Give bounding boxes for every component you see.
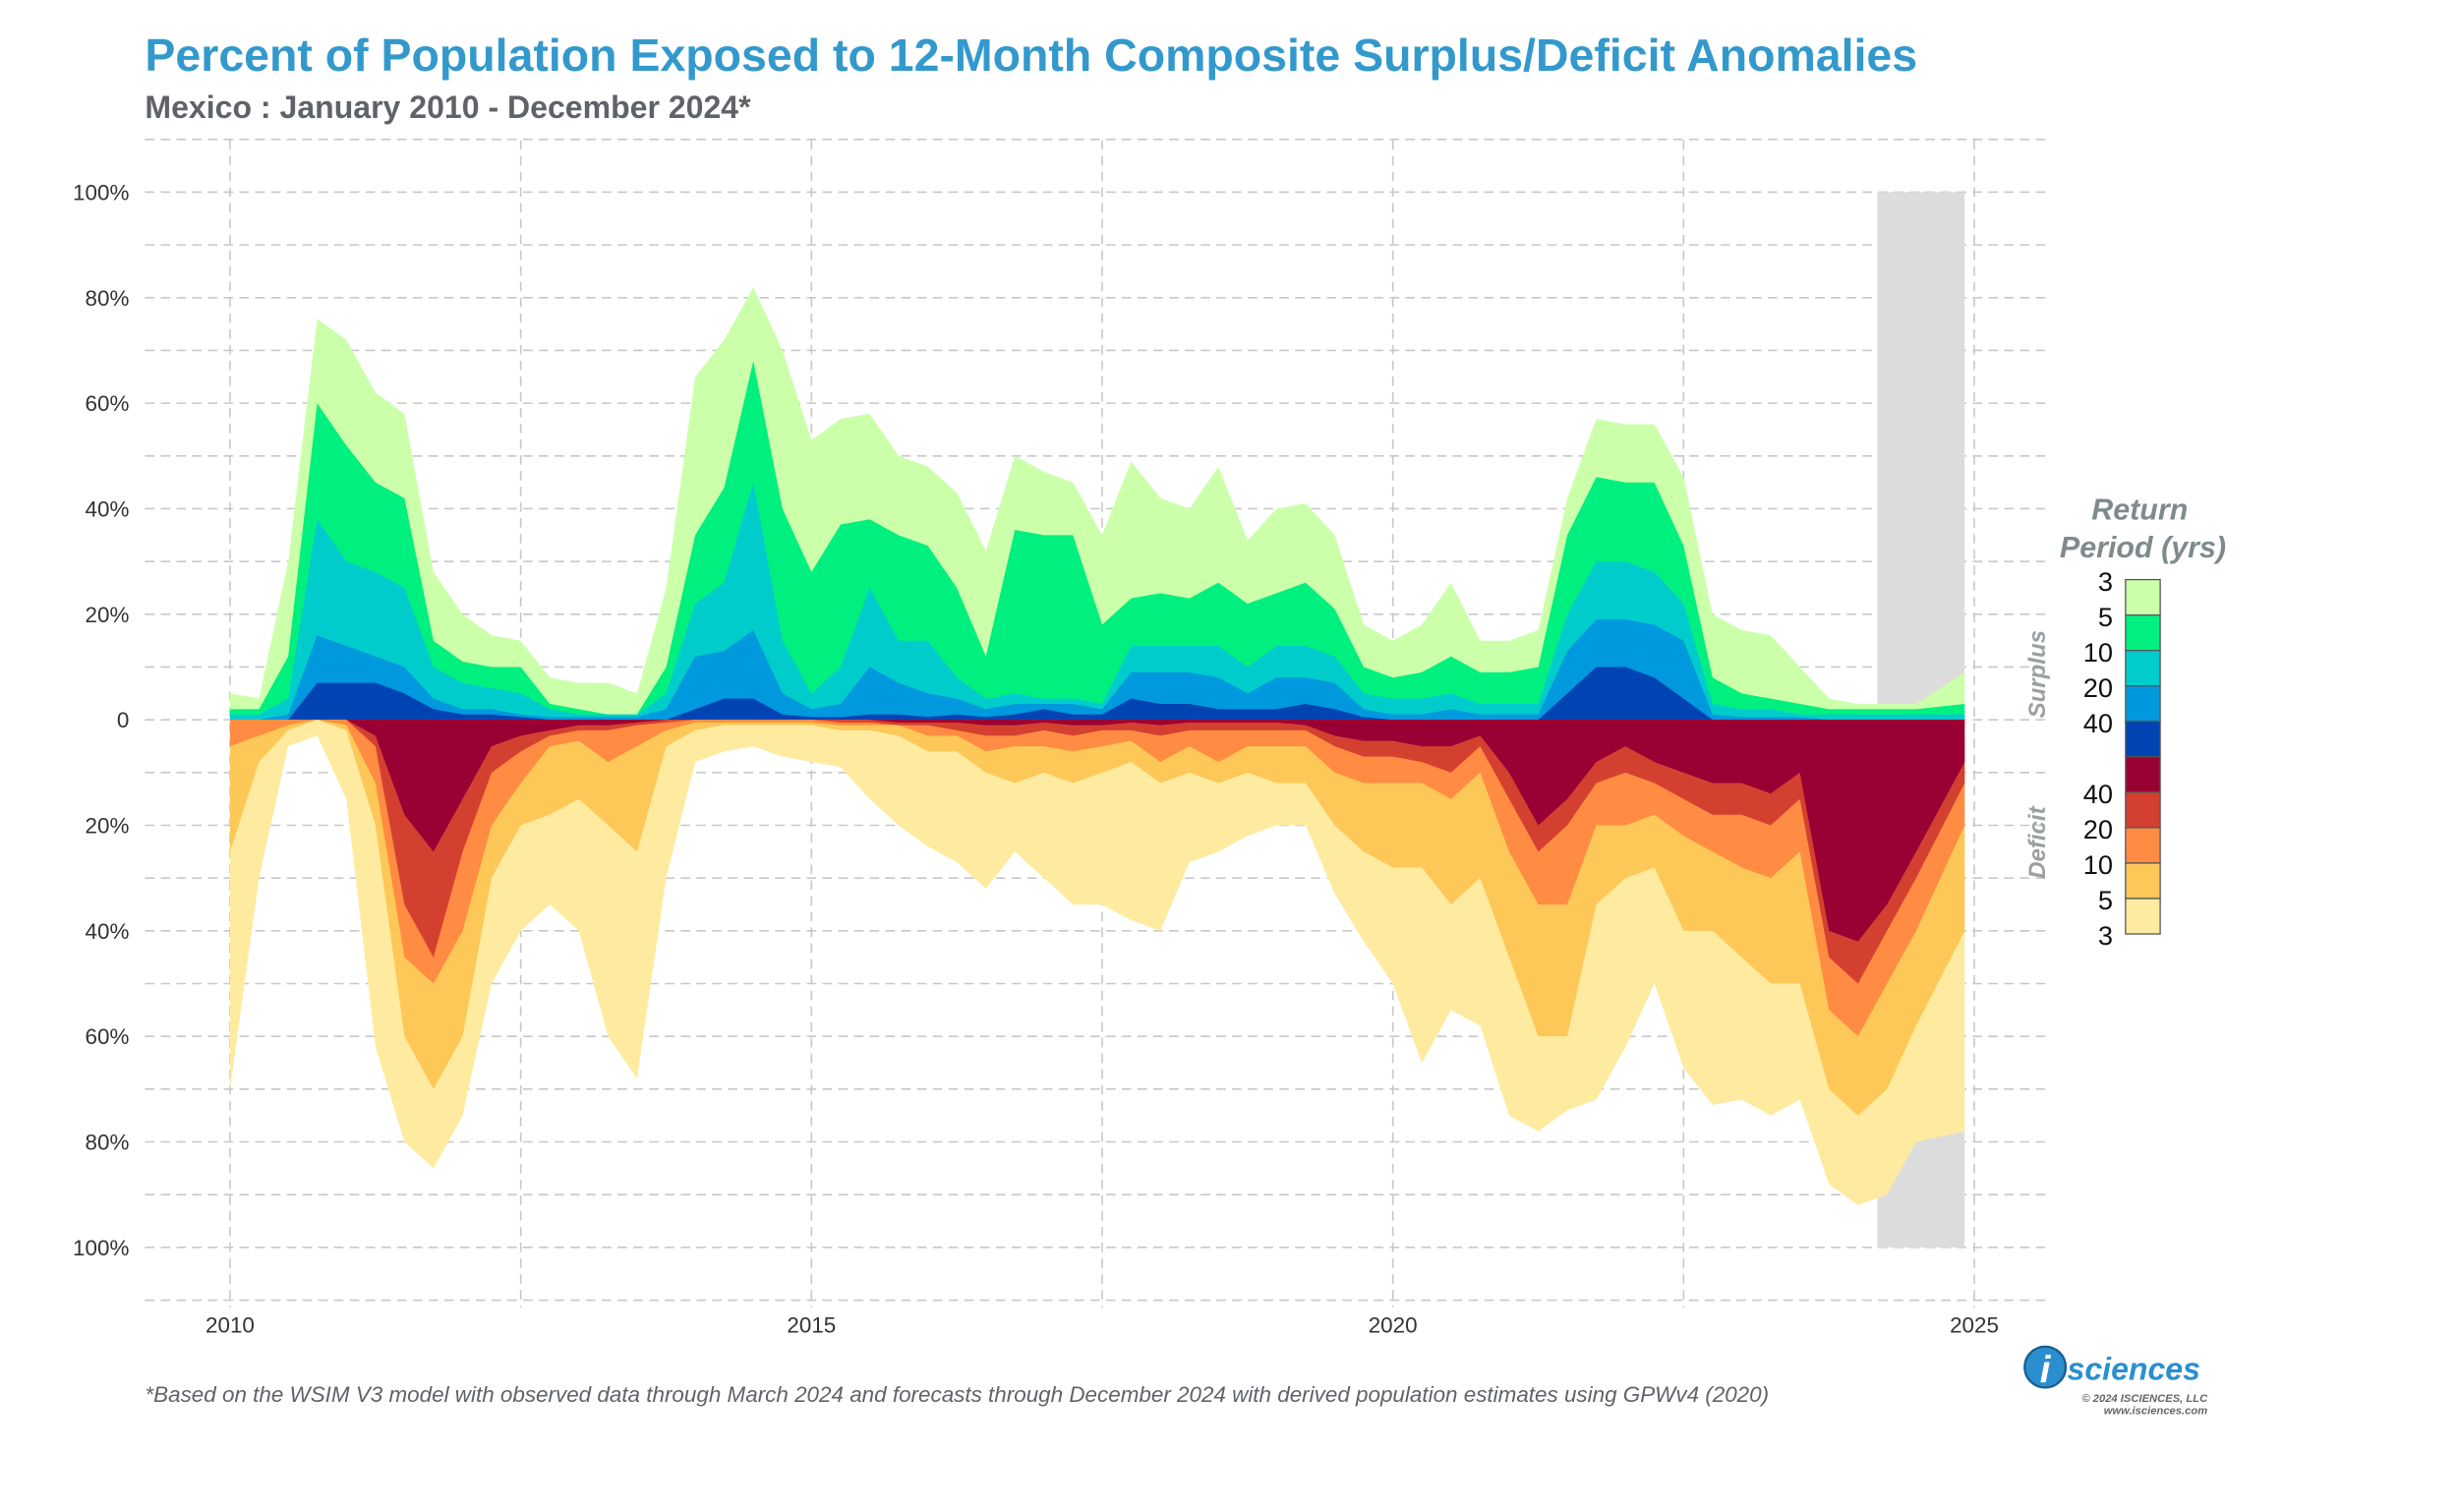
- svg-text:i: i: [2040, 1350, 2052, 1392]
- legend-deficit-tick: 5: [2098, 885, 2113, 915]
- x-tick-labels: 2010 2015 2020 2025: [205, 1312, 1999, 1337]
- y-tick-label: 80%: [86, 1131, 130, 1155]
- legend-surplus-label: Surplus: [2024, 630, 2051, 718]
- y-tick-label: 100%: [73, 1236, 129, 1260]
- legend: Return Period (yrs) Surplus Deficit 3 5 10…: [2024, 494, 2226, 952]
- legend-swatch: [2125, 756, 2161, 793]
- legend-swatch: [2125, 862, 2161, 900]
- surplus-area-3yr: [229, 287, 1965, 721]
- y-tick-label: 20%: [86, 603, 130, 627]
- legend-swatch: [2125, 791, 2161, 829]
- y-tick-label: 80%: [86, 286, 130, 311]
- deficit-area-40yr: [229, 720, 1965, 942]
- legend-surplus-tick: 3: [2098, 566, 2113, 597]
- logo-copyright: © 2024 ISCIENCES, LLC: [2081, 1393, 2208, 1405]
- surplus-area-40yr: [229, 667, 1965, 721]
- legend-surplus-tick: 40: [2083, 708, 2113, 738]
- legend-swatch: [2125, 650, 2161, 687]
- legend-deficit-label: Deficit: [2024, 805, 2051, 878]
- logo-url: www.isciences.com: [2104, 1406, 2207, 1418]
- isciences-logo: i sciences © 2024 ISCIENCES, LLC www.isc…: [2023, 1345, 2208, 1418]
- legend-swatch: [2125, 578, 2161, 616]
- legend-surplus-tick: 5: [2098, 602, 2113, 632]
- legend-surplus-tick: 20: [2083, 672, 2113, 703]
- y-tick-label: 40%: [86, 496, 130, 521]
- legend-swatch: [2125, 898, 2161, 935]
- legend-surplus-tick: 10: [2083, 637, 2113, 668]
- chart-title: Percent of Population Exposed to 12-Mont…: [145, 29, 1917, 81]
- footnote: *Based on the WSIM V3 model with observe…: [145, 1382, 1769, 1407]
- y-tick-label: 60%: [86, 1024, 130, 1049]
- svg-text:sciences: sciences: [2068, 1351, 2200, 1386]
- y-tick-label: 40%: [86, 919, 130, 944]
- y-tick-label: 0: [117, 708, 129, 732]
- legend-deficit-tick: 10: [2083, 849, 2113, 880]
- legend-title-line1: Return: [2091, 494, 2188, 527]
- legend-deficit-tick: 3: [2098, 920, 2113, 951]
- legend-swatch: [2125, 827, 2161, 864]
- legend-deficit-tick: 20: [2083, 814, 2113, 844]
- x-tick-label: 2020: [1369, 1312, 1418, 1337]
- legend-title-line2: Period (yrs): [2060, 531, 2226, 564]
- y-tick-label: 20%: [86, 814, 130, 839]
- x-tick-label: 2015: [787, 1312, 836, 1337]
- y-tick-label: 60%: [86, 391, 130, 416]
- area-series: [229, 287, 1965, 1205]
- legend-deficit-tick: 40: [2083, 779, 2113, 809]
- legend-swatch: [2125, 685, 2161, 723]
- legend-swatch: [2125, 613, 2161, 652]
- chart-subtitle: Mexico : January 2010 - December 2024*: [145, 89, 751, 125]
- legend-swatch: [2125, 721, 2161, 758]
- x-tick-label: 2025: [1950, 1312, 1999, 1337]
- x-tick-label: 2010: [205, 1312, 255, 1337]
- y-tick-label: 100%: [73, 180, 129, 204]
- y-tick-labels: 100% 80% 60% 40% 20% 0 20% 40% 60% 80% 100%: [73, 180, 129, 1259]
